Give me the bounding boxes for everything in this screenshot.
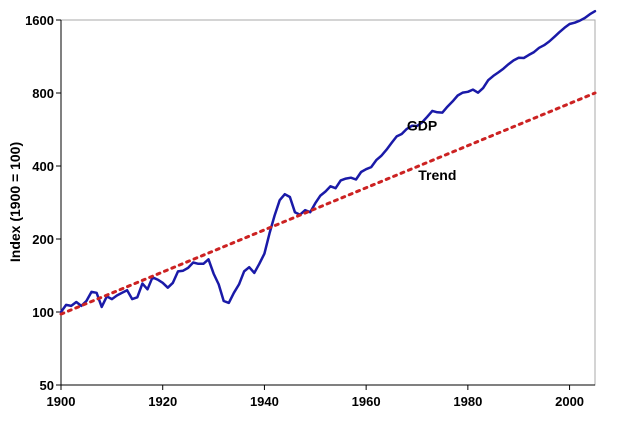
x-tick-label: 1980 (453, 394, 482, 409)
y-tick-label: 1600 (25, 13, 54, 28)
series-layer (59, 9, 597, 316)
x-tick-label: 1960 (352, 394, 381, 409)
x-axis: 1900 1920 1940 1960 1980 2000 (47, 385, 584, 409)
gdp-line (59, 9, 597, 314)
x-tick-label: 2000 (555, 394, 584, 409)
y-tick-label: 100 (32, 305, 54, 320)
y-axis-title: Index (1900 = 100) (7, 142, 23, 262)
annotation-layer: GDP Trend (407, 118, 456, 183)
y-tick-label: 400 (32, 159, 54, 174)
y-axis: 50 100 200 400 800 1600 (25, 13, 61, 393)
x-tick-label: 1920 (148, 394, 177, 409)
y-tick-label: 200 (32, 232, 54, 247)
x-tick-label: 1900 (47, 394, 76, 409)
gdp-series-label: GDP (407, 118, 437, 134)
x-tick-label: 1940 (250, 394, 279, 409)
y-tick-label: 50 (40, 378, 54, 393)
trend-line (59, 91, 597, 316)
y-tick-label: 800 (32, 86, 54, 101)
trend-series-label: Trend (418, 167, 456, 183)
